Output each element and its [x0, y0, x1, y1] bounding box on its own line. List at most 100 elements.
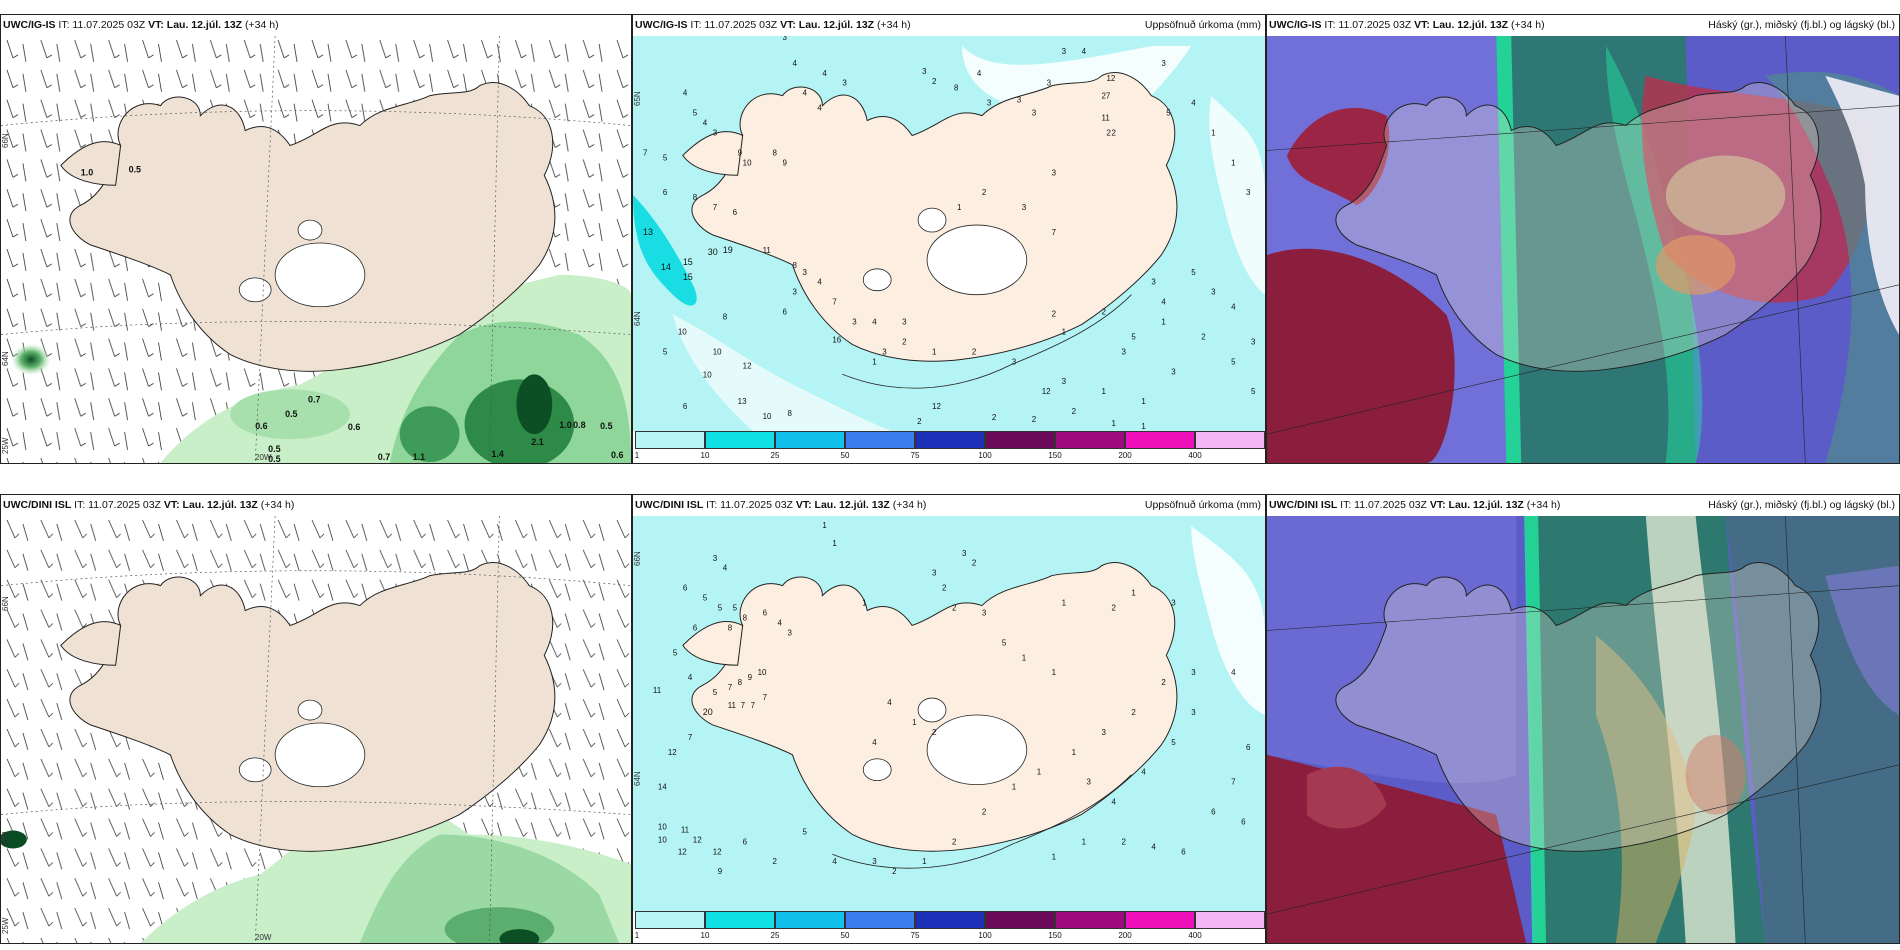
svg-text:8: 8 [773, 148, 778, 157]
svg-text:3: 3 [802, 268, 807, 277]
glacier-vatnajokull [274, 242, 366, 308]
wind-map-svg: 1.0 0.5 0.7 0.5 0.6 0.6 0.5 0.5 0.7 1.1 … [1, 36, 631, 463]
svg-text:12: 12 [693, 835, 702, 844]
lat-lon-grid [1, 516, 631, 943]
svg-text:3: 3 [1211, 288, 1216, 297]
map-area[interactable]: 66N 64N 25W 20W [1, 516, 631, 943]
svg-text:3: 3 [1121, 347, 1126, 356]
init-time: IT: 11.07.2025 03Z [58, 19, 146, 31]
map-label: 0.5 [268, 444, 280, 454]
svg-text:8: 8 [792, 261, 797, 270]
svg-text:2: 2 [1052, 310, 1057, 319]
svg-text:6: 6 [733, 208, 738, 217]
map-area[interactable]: 1.0 0.5 0.7 0.5 0.6 0.6 0.5 0.5 0.7 1.1 … [1, 36, 631, 463]
init-time: IT: 11.07.2025 03Z [74, 499, 161, 511]
map-area[interactable] [1267, 36, 1899, 463]
map-label: 0.5 [268, 454, 280, 463]
colorbar-tick: 10 [700, 931, 710, 940]
map-area[interactable] [1267, 516, 1899, 943]
svg-text:2: 2 [1161, 678, 1166, 687]
svg-text:2: 2 [932, 728, 937, 737]
model-name: UWC/IG-IS [635, 19, 688, 31]
svg-text:1: 1 [862, 599, 867, 608]
svg-text:4: 4 [1231, 303, 1236, 312]
svg-text:5: 5 [673, 648, 678, 657]
cloud-edge [1496, 36, 1522, 463]
svg-text:6: 6 [683, 584, 688, 593]
svg-text:1: 1 [1012, 783, 1017, 792]
svg-text:4: 4 [688, 673, 693, 682]
svg-text:7: 7 [763, 693, 768, 702]
precip-colorbar: 1 10 25 50 75 100 150 200 400 [633, 911, 1265, 943]
svg-text:4: 4 [1191, 99, 1196, 108]
svg-text:3: 3 [872, 857, 877, 866]
valid-time: VT: Lau. 12.júl. 13Z [1414, 19, 1509, 31]
svg-text:3: 3 [1017, 96, 1022, 105]
lat-label: 66N [633, 551, 642, 566]
svg-text:9: 9 [718, 867, 723, 876]
svg-text:2: 2 [892, 867, 897, 876]
colorbar-swatch [915, 431, 985, 449]
valid-time: VT: Lau. 12.júl. 13Z [163, 499, 258, 511]
svg-text:5: 5 [1231, 357, 1236, 366]
svg-text:12: 12 [678, 847, 687, 856]
colorbar-tick: 25 [770, 451, 780, 460]
svg-text:9: 9 [783, 158, 788, 167]
svg-text:5: 5 [1166, 109, 1171, 118]
svg-text:2: 2 [972, 347, 977, 356]
westfjords-land [60, 141, 122, 186]
svg-text:2: 2 [982, 188, 987, 197]
svg-text:3: 3 [1012, 357, 1017, 366]
svg-text:3: 3 [1047, 79, 1052, 88]
svg-text:5: 5 [1191, 268, 1196, 277]
svg-text:4: 4 [977, 69, 982, 78]
svg-text:4: 4 [822, 69, 827, 78]
colorbar-swatch [915, 911, 985, 929]
svg-text:1: 1 [1102, 387, 1107, 396]
lon-label-left: 25W [1, 437, 10, 454]
svg-text:7: 7 [1231, 778, 1236, 787]
svg-text:4: 4 [817, 104, 822, 113]
svg-text:1: 1 [1141, 422, 1146, 431]
lead-time: (+34 h) [877, 19, 911, 31]
iceland-outline [1335, 562, 1822, 852]
svg-text:3: 3 [1171, 599, 1176, 608]
map-label: 0.5 [129, 164, 141, 174]
colorbar-swatch [705, 431, 775, 449]
panel-header: UWC/DINI ISL IT: 11.07.2025 03Z VT: Lau.… [633, 495, 1265, 515]
map-label: 0.8 [573, 420, 585, 430]
map-panel-igis-clouds: UWC/IG-IS IT: 11.07.2025 03Z VT: Lau. 12… [1266, 14, 1900, 464]
colorbar-tick: 100 [978, 931, 992, 940]
svg-text:4: 4 [778, 618, 783, 627]
svg-text:7: 7 [728, 683, 733, 692]
svg-text:2: 2 [952, 837, 957, 846]
svg-text:3: 3 [713, 554, 718, 563]
svg-text:19: 19 [723, 245, 733, 255]
svg-text:8: 8 [954, 84, 959, 93]
svg-text:2: 2 [1107, 129, 1112, 138]
svg-text:3: 3 [1102, 728, 1107, 737]
svg-text:2: 2 [902, 337, 907, 346]
svg-text:10: 10 [713, 347, 722, 356]
precip-cell-west [10, 343, 51, 376]
lead-time: (+34 h) [245, 19, 279, 31]
colorbar-tick: 150 [1048, 931, 1062, 940]
svg-text:4: 4 [792, 59, 797, 68]
lat-label: 65N [633, 91, 642, 106]
svg-text:6: 6 [1211, 807, 1216, 816]
svg-text:10: 10 [658, 835, 667, 844]
colorbar-swatch [1195, 431, 1265, 449]
map-label: 0.7 [308, 394, 320, 404]
svg-text:6: 6 [693, 623, 698, 632]
svg-text:7: 7 [751, 701, 756, 710]
svg-text:6: 6 [1241, 817, 1246, 826]
valid-time: VT: Lau. 12.júl. 13Z [148, 19, 243, 31]
precip-cell-west [1, 830, 27, 849]
model-name: UWC/DINI ISL [3, 499, 72, 511]
panel-header: UWC/IG-IS IT: 11.07.2025 03Z VT: Lau. 12… [1267, 15, 1899, 35]
svg-text:16: 16 [832, 335, 841, 344]
